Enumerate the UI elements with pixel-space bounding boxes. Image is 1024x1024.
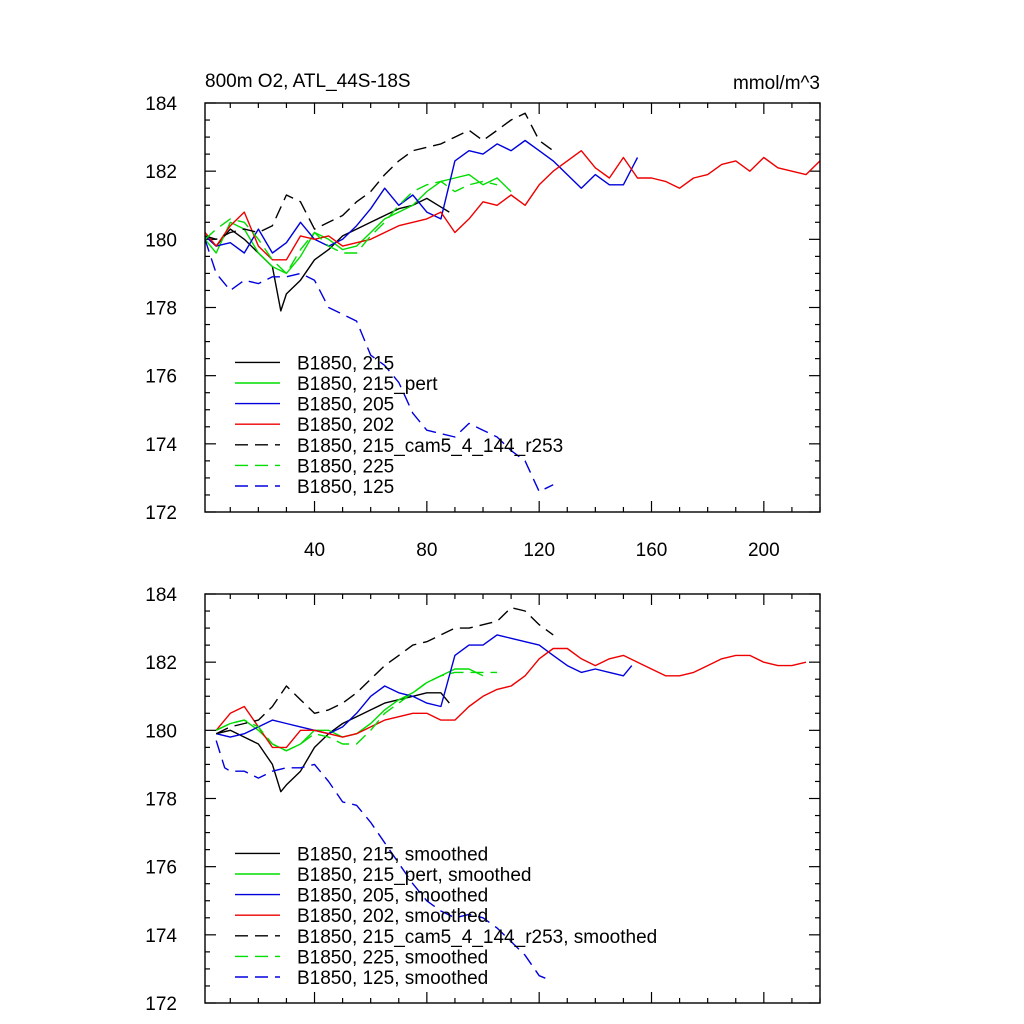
x-tick-label: 160 — [636, 540, 668, 561]
y-tick-label: 172 — [145, 503, 177, 524]
y-tick-label: 180 — [145, 230, 177, 251]
legend-label: B1850, 215_cam5_4_144_r253, smoothed — [297, 927, 657, 948]
legend-label: B1850, 215_pert — [297, 374, 438, 395]
y-tick-label: 184 — [145, 94, 177, 115]
legend-label: B1850, 215_pert, smoothed — [297, 865, 532, 886]
y-tick-label: 178 — [145, 790, 177, 811]
plot-frame — [204, 593, 821, 1004]
series-line — [205, 139, 639, 254]
x-tick-label: 80 — [416, 540, 437, 561]
series-line — [205, 173, 512, 275]
x-tick-label: 200 — [748, 540, 780, 561]
legend-label: B1850, 125, smoothed — [297, 968, 488, 989]
legend-label: B1850, 225 — [297, 456, 394, 477]
series-line — [215, 671, 498, 752]
legend-label: B1850, 202, smoothed — [297, 906, 488, 927]
bottom-panel: 172 174 176 178 180 182 184 B1850, 215, smoothe… — [145, 585, 821, 1015]
series-line — [205, 239, 554, 493]
y-tick-label: 178 — [145, 299, 177, 320]
series-line — [216, 634, 633, 738]
chart-title: 800m O2, ATL_44S-18S — [205, 71, 411, 92]
y-tick-label: 176 — [145, 367, 177, 388]
y-tick-label: 182 — [145, 162, 177, 183]
y-tick-label: 176 — [145, 858, 177, 879]
legend-label: B1850, 225, smoothed — [297, 947, 488, 968]
legend-label: B1850, 205 — [297, 395, 394, 416]
legend-label: B1850, 215_cam5_4_144_r253 — [297, 436, 563, 457]
series-line — [215, 647, 807, 749]
series-line — [205, 112, 554, 241]
legend-label: B1850, 202 — [297, 415, 394, 436]
units-label: mmol/m^3 — [733, 73, 820, 94]
y-tick-label: 174 — [145, 435, 177, 456]
x-tick-label: 120 — [523, 540, 555, 561]
y-tick-label: 180 — [145, 721, 177, 742]
top-panel: 172 174 176 178 180 182 184 40 80 120 160 200 800m O… — [145, 71, 821, 561]
series-line — [215, 668, 484, 752]
y-tick-label: 172 — [145, 994, 177, 1015]
series-line — [205, 149, 820, 261]
legend-label: B1850, 205, smoothed — [297, 886, 488, 907]
legend-label: B1850, 215, smoothed — [297, 844, 488, 865]
series-line — [215, 740, 548, 980]
legend-label: B1850, 215 — [297, 353, 394, 374]
legend-label: B1850, 125 — [297, 477, 394, 498]
y-tick-label: 182 — [145, 653, 177, 674]
series-line — [205, 180, 498, 275]
series-line — [215, 606, 554, 735]
y-tick-label: 174 — [145, 926, 177, 947]
series-group — [205, 112, 820, 493]
y-tick-label: 184 — [145, 585, 177, 606]
x-tick-label: 40 — [304, 540, 325, 561]
series-group — [215, 606, 807, 980]
plot-frame — [204, 102, 821, 513]
